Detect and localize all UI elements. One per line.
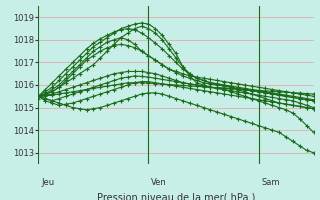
Text: Ven: Ven bbox=[151, 178, 167, 187]
Text: Sam: Sam bbox=[261, 178, 280, 187]
Text: Jeu: Jeu bbox=[41, 178, 54, 187]
Text: Pression niveau de la mer( hPa ): Pression niveau de la mer( hPa ) bbox=[97, 192, 255, 200]
